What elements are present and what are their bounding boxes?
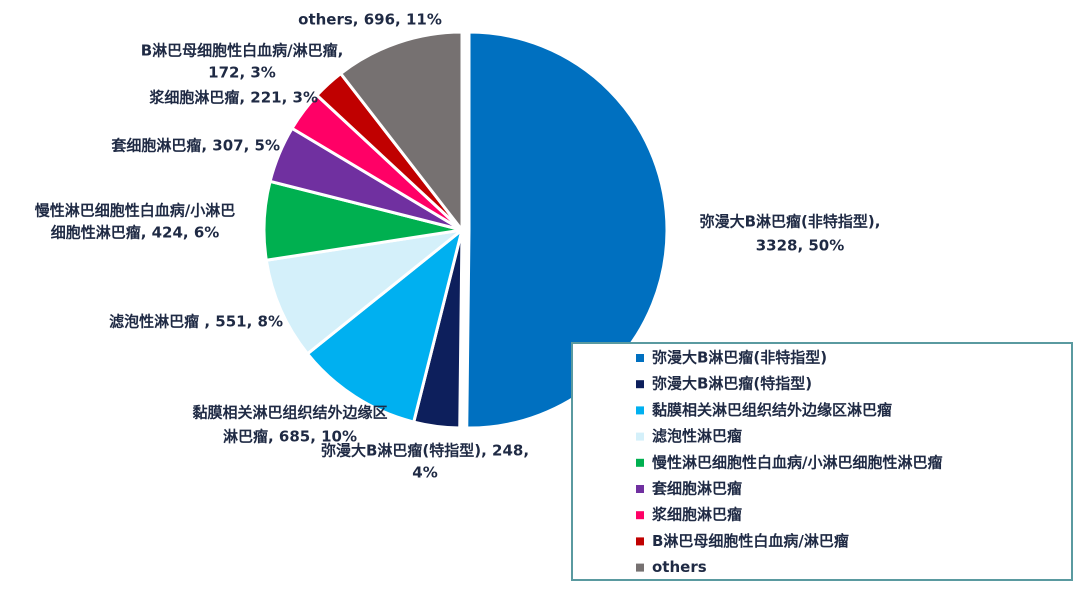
legend-marker xyxy=(636,485,644,493)
legend-label: 滤泡性淋巴瘤 xyxy=(652,427,742,445)
data-label: 慢性淋巴细胞性白血病/小淋巴 xyxy=(35,202,235,220)
legend-marker xyxy=(636,537,644,546)
legend-label: 黏膜相关淋巴组织结外边缘区淋巴瘤 xyxy=(652,401,892,419)
legend-label: others xyxy=(652,558,707,576)
data-label: 淋巴瘤, 685, 10% xyxy=(223,428,357,446)
data-label: 弥漫大B淋巴瘤(非特指型), xyxy=(700,213,881,231)
legend-marker xyxy=(636,406,644,415)
legend-label: B淋巴母细胞性白血病/淋巴瘤 xyxy=(652,532,849,550)
data-label: 套细胞淋巴瘤, 307, 5% xyxy=(110,137,280,155)
legend-marker xyxy=(636,511,644,520)
data-label: 3328, 50% xyxy=(756,237,845,255)
legend-label: 慢性淋巴细胞性白血病/小淋巴细胞性淋巴瘤 xyxy=(652,453,942,471)
legend-marker xyxy=(636,432,644,441)
data-label: 浆细胞淋巴瘤, 221, 3% xyxy=(149,89,318,107)
legend-box xyxy=(571,342,1073,581)
legend-marker xyxy=(636,563,644,572)
data-label: 弥漫大B淋巴瘤(特指型), 248, xyxy=(321,442,529,460)
legend-marker xyxy=(636,380,644,389)
data-label: 细胞性淋巴瘤, 424, 6% xyxy=(51,224,220,242)
data-label: 黏膜相关淋巴组织结外边缘区 xyxy=(192,404,387,422)
legend-label: 弥漫大B淋巴瘤(特指型) xyxy=(652,375,812,393)
pie-slice xyxy=(338,30,464,235)
legend-label: 浆细胞淋巴瘤 xyxy=(652,506,742,524)
data-label: 172, 3% xyxy=(208,64,276,82)
legend-label: 套细胞淋巴瘤 xyxy=(651,480,742,498)
data-label: 4% xyxy=(412,464,437,482)
pie-slice xyxy=(465,30,669,430)
legend-marker xyxy=(636,354,644,362)
data-label: B淋巴母细胞性白血病/淋巴瘤, xyxy=(141,42,344,60)
pie-slice xyxy=(264,227,468,356)
legend-label: 弥漫大B淋巴瘤(非特指型) xyxy=(652,349,827,367)
pie-slice xyxy=(305,226,465,424)
data-label: others, 696, 11% xyxy=(298,11,442,29)
data-label: 滤泡性淋巴瘤 , 551, 8% xyxy=(109,313,283,331)
legend-marker xyxy=(636,458,644,467)
